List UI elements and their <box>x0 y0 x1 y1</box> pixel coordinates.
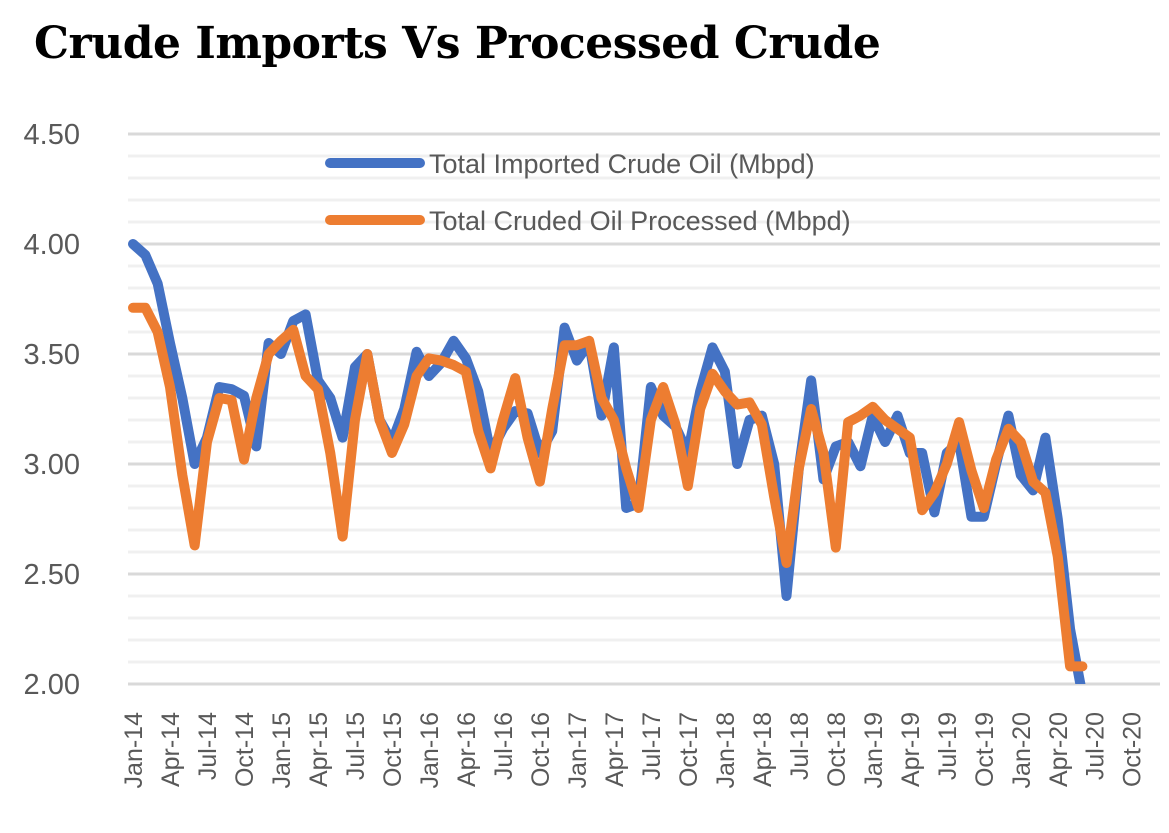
x-tick-label: Oct-16 <box>527 712 555 787</box>
x-tick-label: Jul-16 <box>490 712 518 780</box>
x-tick-label: Jan-20 <box>1008 712 1036 788</box>
x-tick-label: Jan-19 <box>860 712 888 788</box>
x-tick-label: Jul-17 <box>638 712 666 780</box>
x-tick-label: Apr-19 <box>897 712 925 787</box>
legend: Total Imported Crude Oil (Mbpd) Total Cru… <box>325 149 851 236</box>
legend-label: Total Imported Crude Oil (Mbpd) <box>429 149 815 179</box>
x-tick-label: Jul-18 <box>786 712 814 780</box>
chart-title: Crude Imports Vs Processed Crude <box>34 18 881 69</box>
y-axis-ticks: 2.00 2.50 3.00 3.50 4.00 4.50 <box>24 119 80 701</box>
y-tick-label: 4.50 <box>24 119 80 151</box>
x-tick-label: Oct-18 <box>823 712 851 787</box>
x-tick-label: Oct-14 <box>231 712 259 787</box>
y-tick-label: 3.00 <box>24 449 80 481</box>
x-tick-label: Jul-20 <box>1082 712 1110 780</box>
x-tick-label: Apr-14 <box>157 712 185 787</box>
x-tick-label: Jan-16 <box>416 712 444 788</box>
x-tick-label: Apr-20 <box>1045 712 1073 787</box>
y-tick-label: 4.00 <box>24 229 80 261</box>
x-tick-label: Oct-20 <box>1119 712 1147 787</box>
x-tick-label: Jul-14 <box>194 712 222 780</box>
x-tick-label: Oct-17 <box>675 712 703 787</box>
y-tick-label: 2.00 <box>24 669 80 701</box>
x-tick-label: Jan-15 <box>268 712 296 788</box>
x-tick-label: Jan-18 <box>712 712 740 788</box>
legend-label: Total Cruded Oil Processed (Mbpd) <box>429 206 851 236</box>
x-tick-label: Jul-19 <box>934 712 962 780</box>
x-tick-label: Jan-17 <box>564 712 592 788</box>
x-tick-label: Apr-18 <box>749 712 777 787</box>
x-tick-label: Jan-14 <box>120 712 148 789</box>
series-line-processed <box>128 302 1088 672</box>
x-tick-label: Apr-16 <box>453 712 481 787</box>
x-tick-label: Apr-17 <box>601 712 629 787</box>
x-tick-label: Oct-19 <box>971 712 999 787</box>
x-tick-label: Oct-15 <box>379 712 407 787</box>
x-axis-ticks: Jan-14 Apr-14 Jul-14 Oct-14 Jan-15 Apr-15 Jul-… <box>120 712 1147 789</box>
y-tick-label: 2.50 <box>24 559 80 591</box>
x-tick-label: Apr-15 <box>305 712 333 787</box>
x-tick-label: Jul-15 <box>342 712 370 780</box>
y-tick-label: 3.50 <box>24 339 80 371</box>
series-lines <box>128 239 1088 684</box>
